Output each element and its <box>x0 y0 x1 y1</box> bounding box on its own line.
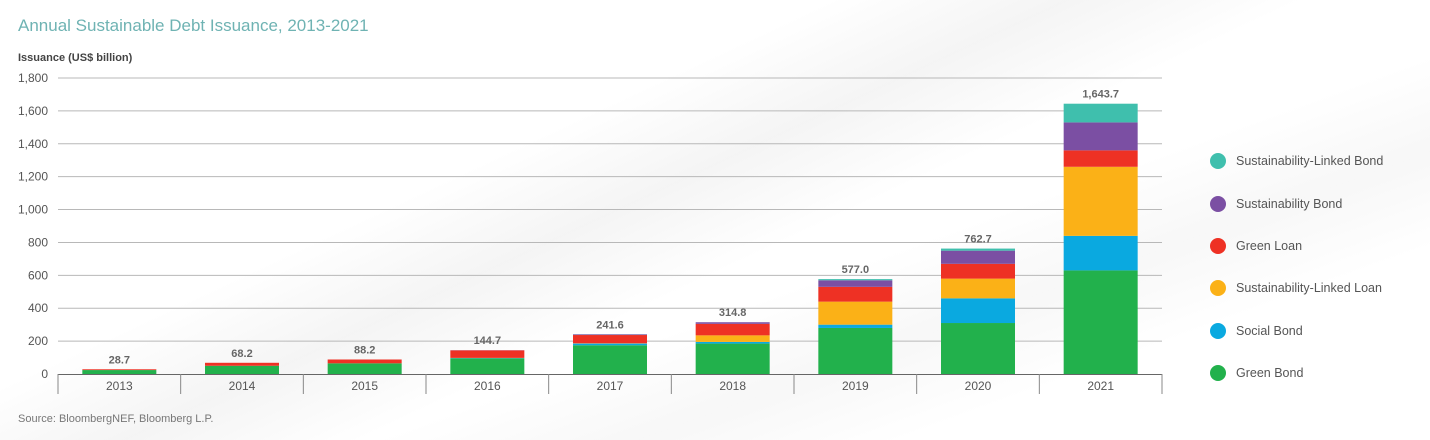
legend-item: Social Bond <box>1210 310 1383 352</box>
y-tick-label: 200 <box>28 334 48 348</box>
bar-segment-sustainability-linked-loan <box>941 278 1015 299</box>
y-tick-label: 1,000 <box>18 203 48 217</box>
bar-segment-green-loan <box>82 369 157 371</box>
bar-segment-green-loan <box>573 335 647 344</box>
y-tick-label: 1,200 <box>18 170 48 184</box>
bar-segment-sustainability-bond <box>941 250 1015 264</box>
legend-swatch <box>1210 365 1226 382</box>
y-tick-label: 1,400 <box>18 137 48 151</box>
bar-total-label: 577.0 <box>842 264 870 276</box>
bar-segment-green-loan <box>818 286 893 302</box>
x-tick-label: 2014 <box>229 379 256 393</box>
legend-item: Sustainability-Linked Bond <box>1210 140 1383 182</box>
bar-total-label: 241.6 <box>596 319 624 331</box>
y-tick-label: 400 <box>28 301 48 315</box>
bar-segment-green-loan <box>695 323 770 336</box>
y-axis-label: Issuance (US$ billion) <box>18 52 133 64</box>
legend-swatch <box>1210 280 1226 297</box>
bar-segment-sustainability-linked-loan <box>695 335 770 342</box>
y-tick-label: 1,600 <box>18 104 48 118</box>
bar-segment-sustainability-linked-bond <box>818 279 893 281</box>
x-tick-label: 2013 <box>106 379 133 393</box>
x-tick-label: 2019 <box>842 379 869 393</box>
x-tick-label: 2016 <box>474 379 501 393</box>
legend-item: Green Loan <box>1210 225 1383 267</box>
bar-segment-sustainability-bond <box>1063 122 1138 151</box>
legend-item: Sustainability-Linked Loan <box>1210 267 1383 309</box>
legend-swatch <box>1210 195 1226 212</box>
bar-segment-sustainability-bond <box>818 280 893 287</box>
legend-label: Sustainability-Linked Bond <box>1236 154 1384 169</box>
y-tick-label: 1,800 <box>18 71 48 85</box>
x-tick-label: 2021 <box>1087 379 1114 393</box>
legend-label: Sustainability-Linked Loan <box>1236 281 1382 296</box>
bar-segment-green-bond <box>327 363 402 374</box>
chart-title: Annual Sustainable Debt Issuance, 2013-2… <box>18 16 369 35</box>
legend-label: Sustainability Bond <box>1236 196 1343 211</box>
chart-canvas: 0 200 400 600 800 1,000 1,200 1,400 1,600 1,800 28… <box>18 71 1163 394</box>
bar-segment-green-bond <box>941 323 1015 374</box>
bar-segment-social-bond <box>818 324 893 328</box>
bar-segment-green-bond <box>1063 270 1138 374</box>
bar-segment-sustainability-linked-bond <box>941 248 1015 251</box>
x-tick-label: 2015 <box>351 379 378 393</box>
bar-segment-social-bond <box>1063 235 1138 271</box>
legend-swatch <box>1210 322 1226 339</box>
bar-total-label: 88.2 <box>354 344 375 356</box>
bar-segment-green-bond <box>573 345 647 374</box>
bar-segment-green-loan <box>1063 150 1138 167</box>
y-tick-label: 800 <box>28 235 48 249</box>
bar-segment-sustainability-linked-loan <box>1063 166 1138 236</box>
bar-segment-sustainability-linked-bond <box>1063 103 1138 123</box>
x-tick-label: 2017 <box>597 379 624 393</box>
y-tick-label: 0 <box>41 367 48 381</box>
bar-segment-green-bond <box>818 327 893 374</box>
bar-segment-social-bond <box>573 343 647 346</box>
legend-item: Sustainability Bond <box>1210 182 1383 224</box>
y-tick-label: 600 <box>28 268 48 282</box>
bar-total-label: 144.7 <box>474 335 502 347</box>
x-tick-label: 2018 <box>719 379 746 393</box>
legend: Sustainability-Linked Bond Sustainability… <box>1210 140 1383 394</box>
source-note: Source: BloombergNEF, Bloomberg L.P. <box>18 413 214 425</box>
legend-label: Green Loan <box>1236 238 1303 253</box>
bar-total-label: 28.7 <box>109 354 130 366</box>
bar-segment-green-loan <box>450 350 525 358</box>
bar-segment-green-bond <box>695 343 770 374</box>
legend-swatch <box>1210 153 1226 170</box>
bar-segment-green-loan <box>327 359 402 364</box>
bar-total-label: 314.8 <box>719 307 747 319</box>
bar-segment-sustainability-bond <box>573 334 647 336</box>
bar-total-label: 68.2 <box>231 348 252 360</box>
legend-swatch <box>1210 237 1226 254</box>
legend-item: Green Bond <box>1210 352 1383 394</box>
bar-segment-green-bond <box>82 370 157 374</box>
bar-segment-green-bond <box>450 358 525 374</box>
bar-segment-social-bond <box>695 341 770 344</box>
legend-label: Green Bond <box>1236 366 1304 381</box>
bar-total-label: 1,643.7 <box>1082 89 1119 101</box>
bar-segment-green-loan <box>941 263 1015 279</box>
legend-label: Social Bond <box>1236 323 1303 338</box>
bar-total-label: 762.7 <box>964 234 992 246</box>
bar-segment-green-bond <box>205 365 279 374</box>
bar-segment-social-bond <box>941 298 1015 324</box>
bar-segment-sustainability-linked-loan <box>818 301 893 325</box>
bar-segment-sustainability-bond <box>695 322 770 324</box>
bar-segment-green-loan <box>205 362 279 366</box>
x-tick-label: 2020 <box>965 379 992 393</box>
